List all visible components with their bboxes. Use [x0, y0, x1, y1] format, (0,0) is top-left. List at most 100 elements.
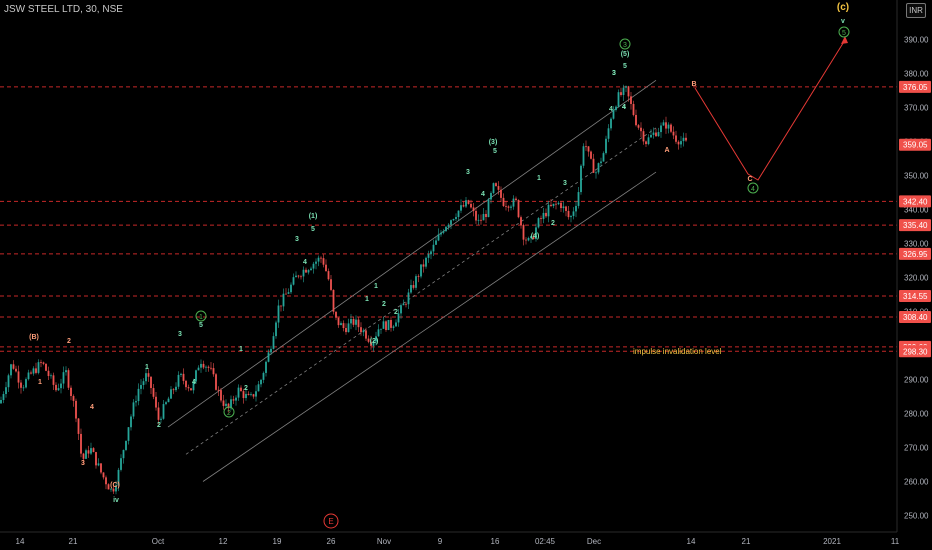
- candle-body: [155, 396, 157, 408]
- candle-body: [532, 236, 535, 239]
- candle-body: [122, 449, 125, 459]
- candle-body: [610, 118, 612, 129]
- candle-body: [57, 388, 60, 391]
- wave-labels: (B)1234(C)iv123451234(1)53412(2)1234(3)5…: [29, 2, 850, 529]
- candle-body: [445, 226, 447, 232]
- level-price-box: [899, 247, 931, 260]
- level-price-box: [899, 290, 931, 303]
- candle-body: [227, 403, 230, 409]
- candle-body: [635, 114, 637, 126]
- candle-body: [350, 318, 352, 324]
- candle-body: [310, 268, 312, 271]
- projection-line: [694, 39, 846, 181]
- price-tick: 340.00: [904, 206, 929, 215]
- candle-body: [5, 387, 7, 395]
- candle-body: [237, 387, 240, 398]
- candle-body: [220, 390, 222, 401]
- candle-body: [500, 189, 502, 198]
- candle-body: [257, 384, 260, 392]
- candle-body: [490, 192, 492, 200]
- candle-body: [617, 92, 620, 107]
- candle-body: [327, 271, 330, 280]
- candle-body: [640, 127, 642, 132]
- candle-body: [467, 200, 470, 204]
- candle-body: [450, 220, 452, 225]
- level-price-label: 308.40: [903, 313, 928, 322]
- currency-badge[interactable]: INR: [906, 3, 926, 18]
- candle-body: [232, 399, 235, 401]
- candle-body: [475, 210, 477, 221]
- candle-body: [660, 125, 662, 133]
- candle-body: [22, 387, 25, 389]
- candle-body: [487, 199, 490, 218]
- wave-label: 1: [374, 283, 378, 290]
- candle-body: [580, 165, 582, 193]
- candle-body: [25, 379, 27, 388]
- candle-body: [530, 236, 532, 238]
- candle-body: [347, 323, 350, 333]
- candle-body: [472, 207, 475, 211]
- candle-body: [520, 217, 522, 225]
- candle-body: [572, 211, 575, 217]
- candle-body: [172, 389, 175, 391]
- candle-body: [620, 92, 622, 95]
- candle-body: [545, 212, 547, 217]
- candle-body: [127, 427, 130, 441]
- price-tick: 290.00: [904, 376, 929, 385]
- wave-label: 5: [199, 322, 203, 329]
- candle-body: [605, 138, 607, 154]
- candle-body: [117, 469, 120, 486]
- candle-body: [135, 401, 137, 403]
- wave-label: 2: [244, 385, 248, 392]
- candle-body: [597, 163, 600, 173]
- candle-body: [45, 363, 47, 371]
- candle-body: [260, 379, 262, 385]
- wave-label: 4: [303, 259, 307, 266]
- candle-body: [252, 394, 255, 397]
- time-tick: 2021: [823, 537, 841, 546]
- candle-body: [185, 380, 187, 388]
- candle-body: [547, 204, 550, 217]
- candle-body: [550, 204, 552, 206]
- candle-body: [212, 368, 215, 375]
- candle-body: [60, 383, 62, 389]
- candle-body: [400, 305, 402, 314]
- candle-body: [270, 348, 272, 353]
- wave-label: 4: [622, 104, 626, 111]
- candle-body: [137, 388, 140, 402]
- time-tick: Dec: [587, 537, 601, 546]
- candle-body: [187, 387, 190, 389]
- candle-body: [295, 275, 297, 278]
- channel-upper: [167, 79, 657, 428]
- candle-body: [642, 131, 645, 142]
- wave-label: 5: [493, 148, 497, 155]
- candle-body: [352, 318, 355, 325]
- wave-label: 3: [612, 70, 616, 77]
- candle-body: [570, 216, 572, 218]
- candle-body: [457, 210, 460, 218]
- wave-label: C: [747, 176, 752, 183]
- candle-body: [365, 330, 367, 339]
- candle-body: [7, 375, 10, 388]
- candle-body: [362, 330, 365, 333]
- candle-body: [582, 146, 585, 166]
- candle-body: [85, 450, 87, 459]
- candle-body: [302, 269, 305, 277]
- candle-body: [167, 398, 170, 403]
- wave-label: 2: [394, 309, 398, 316]
- wave-label: 3: [178, 331, 182, 338]
- wave-label: 3: [612, 70, 616, 77]
- annotation-invalidation: impulse invalidation level: [633, 347, 722, 356]
- circled-wave-4: [747, 182, 759, 194]
- candle-body: [595, 172, 597, 174]
- level-price-box: [899, 310, 931, 323]
- level-price-label: 335.40: [903, 221, 928, 230]
- candle-body: [652, 132, 655, 135]
- candle-body: [577, 192, 580, 206]
- wave-label: 1: [38, 379, 42, 386]
- time-tick: Nov: [377, 537, 391, 546]
- candle-body: [622, 87, 625, 95]
- candle-body: [115, 485, 117, 492]
- candle-body: [377, 329, 380, 337]
